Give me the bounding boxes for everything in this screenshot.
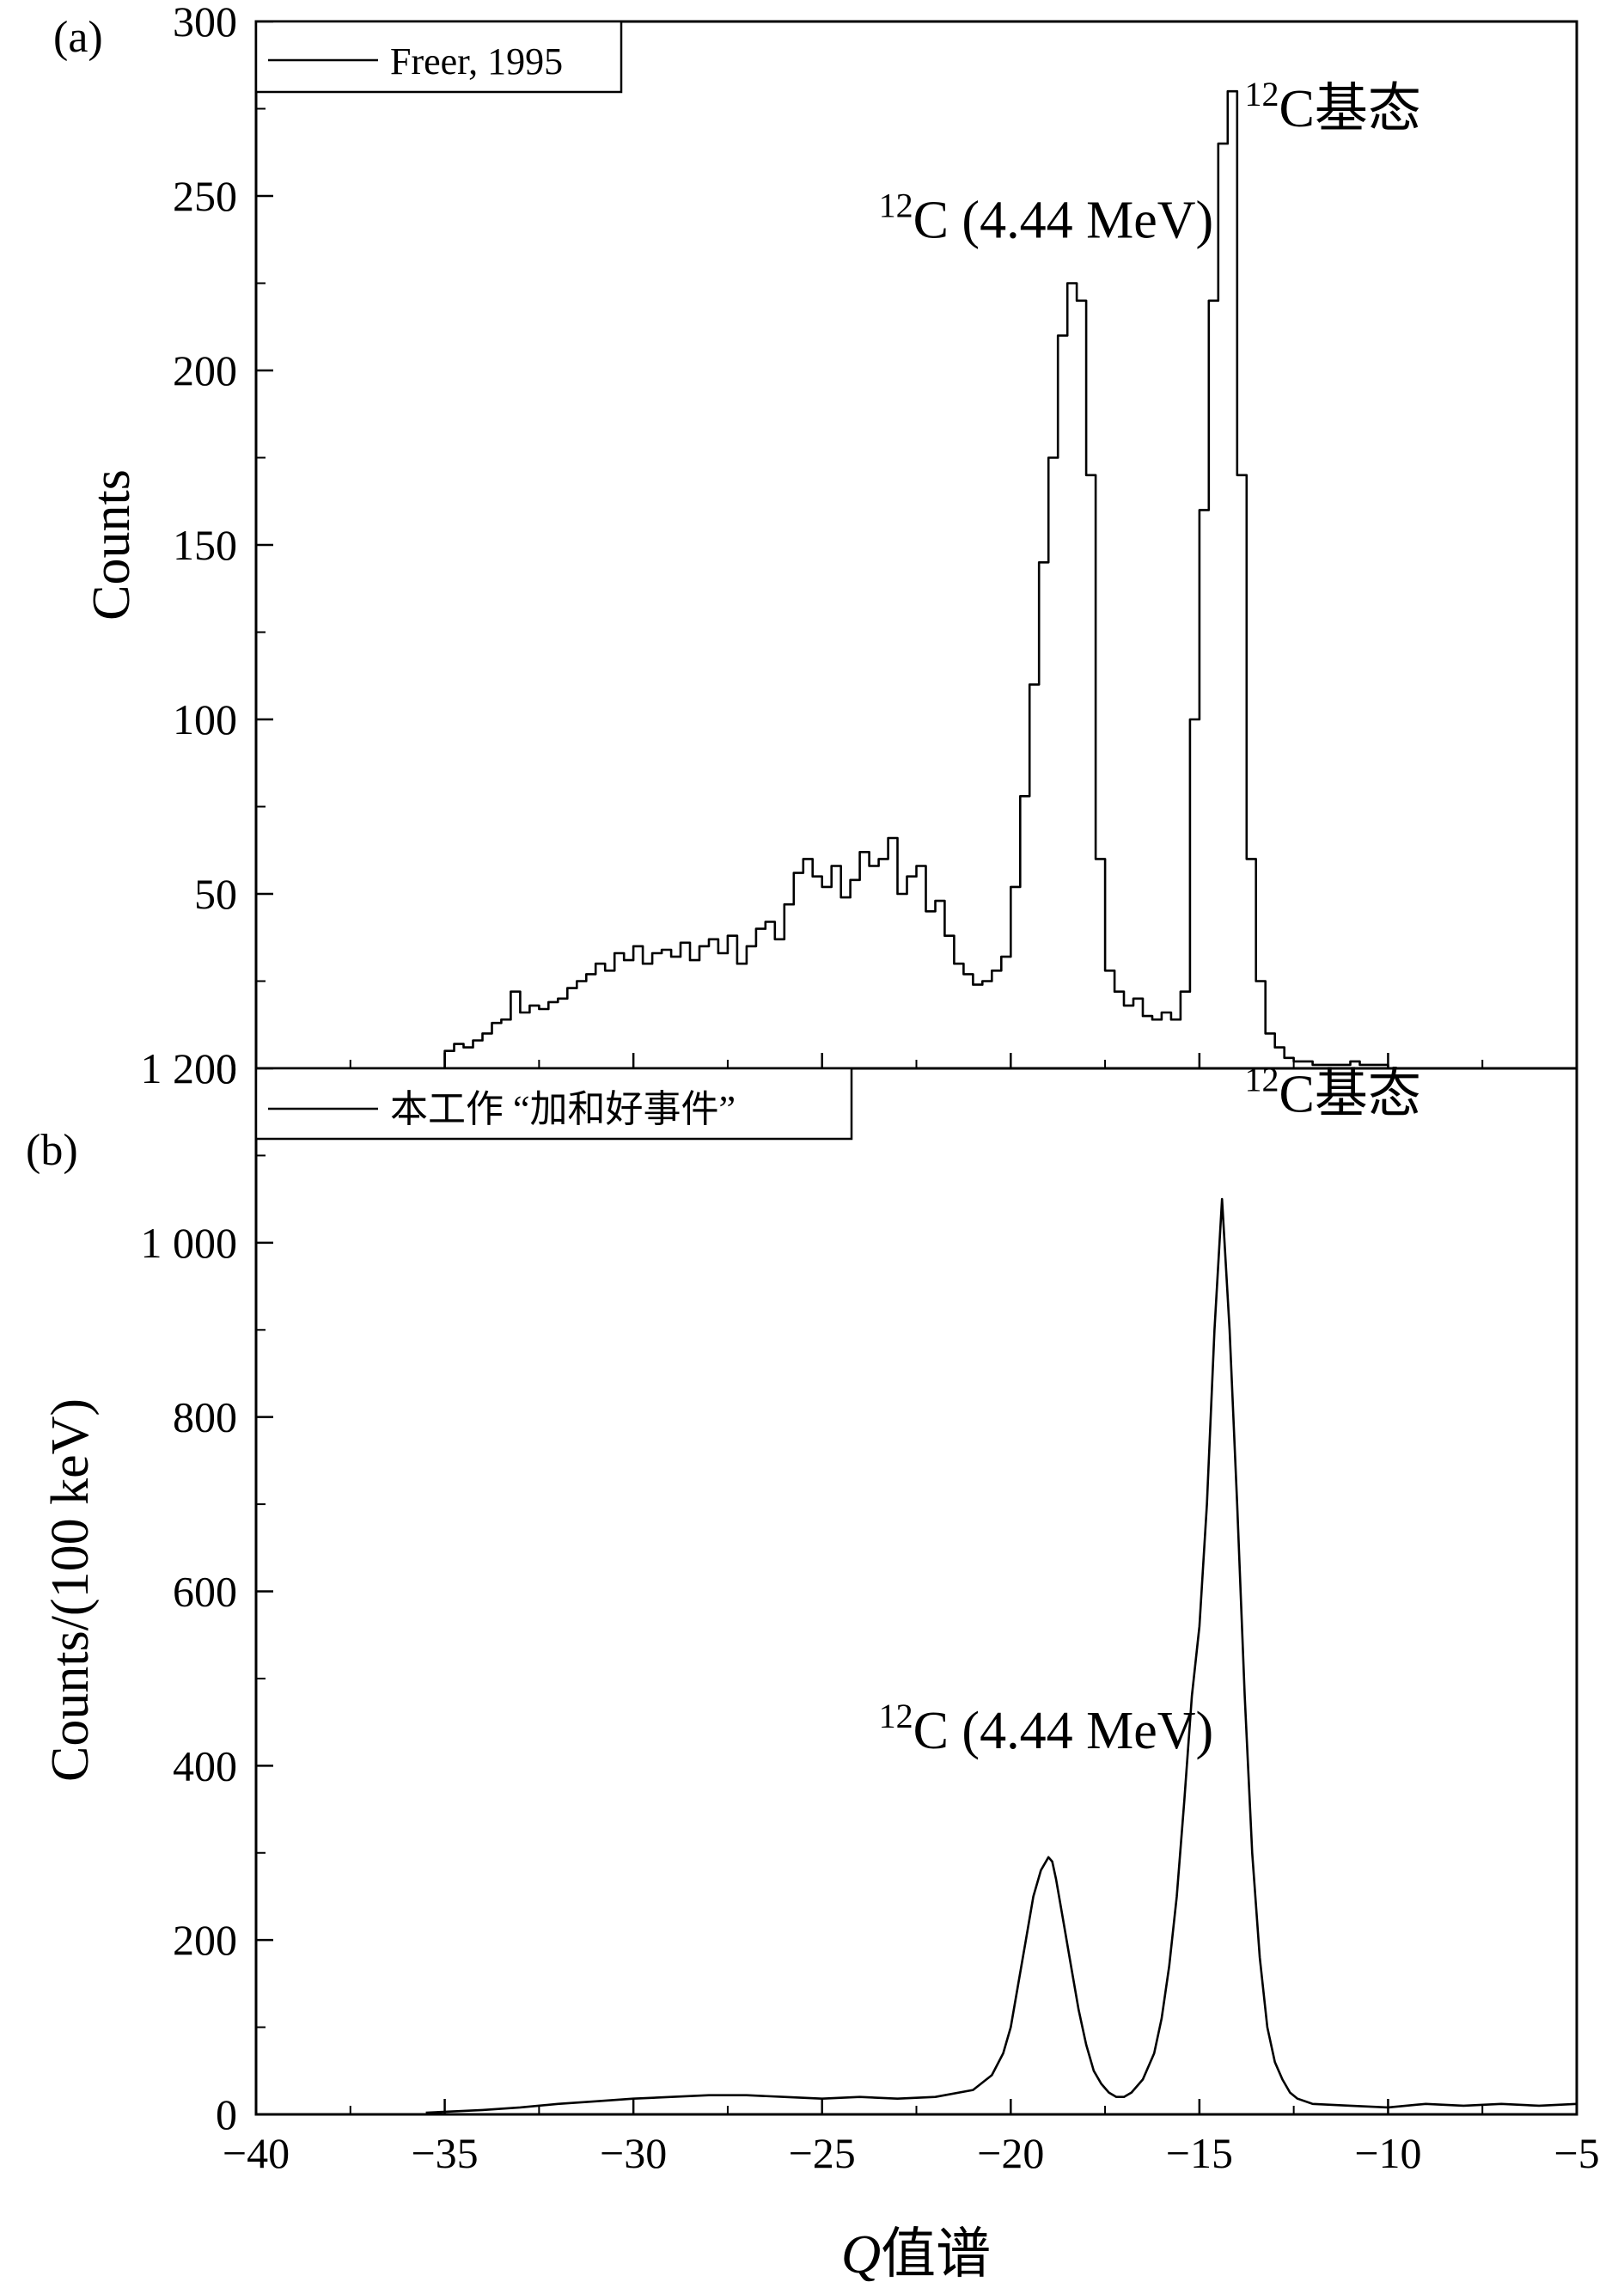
peak-annotation-sup: 12 [879,187,913,225]
panel-a-legend: Freer, 1995 [254,20,623,94]
panel-b-frame [254,1067,1578,2116]
panel-a-legend-box [254,20,623,94]
x-tick-labels: −40 −35 −30 −25 −20 −15 −10 −5 [223,2129,1600,2177]
x-tick-label: −30 [600,2129,667,2177]
x-axis-title-rest: 值谱 [881,2224,991,2285]
y-tick-label: 200 [173,1916,237,1964]
y-tick-label: 150 [173,521,237,569]
peak-annotation: 12C (4.44 MeV) [879,187,1214,250]
y-tick-label: 200 [173,346,237,395]
y-tick-label: 0 [216,2090,237,2138]
y-tick-label: 1 000 [141,1219,238,1267]
panel-b-y-ticks: 0 200 400 600 800 1 000 1 200 [141,1044,273,2138]
panel-b-legend-box [254,1067,853,1141]
x-axis-title-q: Q [841,2224,881,2285]
panel-a-frame [254,20,1578,1070]
y-tick-label: 0 [216,1044,237,1092]
peak-annotation-sup: 12 [1245,1061,1279,1099]
panel-b-legend-label: 本工作 “加和好事件” [390,1088,736,1130]
panel-a-ylabel: Counts [82,469,141,621]
panel-a-annotations: 12C (4.44 MeV)12C基态 [879,75,1421,250]
panel-a-label: (a) [53,13,103,62]
peak-annotation: 12C (4.44 MeV) [879,1697,1214,1760]
x-tick-label: −10 [1354,2129,1421,2177]
peak-annotation-text: C基态 [1279,80,1421,138]
y-tick-label: 250 [173,172,237,220]
panel-a-series [425,89,1426,1070]
y-tick-label: 800 [173,1393,237,1441]
panel-b: (b) Counts/(100 keV) 本工作 “加和好事件” 0 200 400… [26,1044,1578,2138]
panel-b-series [425,1197,1578,2114]
panel-a-legend-label: Freer, 1995 [390,40,563,83]
panel-b-label: (b) [26,1126,78,1175]
series-line [425,1197,1578,2114]
y-tick-label: 300 [173,0,237,46]
panel-b-ylabel: Counts/(100 keV) [41,1398,100,1782]
peak-annotation-text: C基态 [1279,1066,1421,1124]
panel-a: (a) Counts Freer, 1995 0 50 100 150 200 250 30… [53,0,1578,1092]
x-tick-label: −5 [1554,2129,1599,2177]
peak-annotation: 12C基态 [1245,75,1421,138]
x-tick-label: −15 [1166,2129,1233,2177]
peak-annotation-text: C (4.44 MeV) [913,1702,1214,1760]
x-tick-label: −40 [223,2129,290,2177]
peak-annotation-text: C (4.44 MeV) [913,192,1214,250]
panel-a-y-ticks: 0 50 100 150 200 250 300 [173,0,273,1092]
peak-annotation-sup: 12 [879,1697,913,1735]
peak-annotation: 12C基态 [1245,1061,1421,1124]
y-tick-label: 1 200 [141,1044,238,1092]
y-tick-label: 600 [173,1568,237,1616]
peak-annotation-sup: 12 [1245,75,1279,113]
x-axis-title: Q值谱 [841,2224,991,2285]
y-tick-label: 400 [173,1741,237,1789]
x-tick-label: −35 [411,2129,478,2177]
y-tick-label: 50 [194,870,237,918]
panel-b-annotations: 12C (4.44 MeV)12C基态 [879,1061,1421,1760]
y-tick-label: 100 [173,695,237,743]
x-tick-label: −25 [789,2129,856,2177]
x-tick-label: −20 [977,2129,1044,2177]
panel-b-legend: 本工作 “加和好事件” [254,1067,853,1141]
series-line [425,89,1426,1070]
